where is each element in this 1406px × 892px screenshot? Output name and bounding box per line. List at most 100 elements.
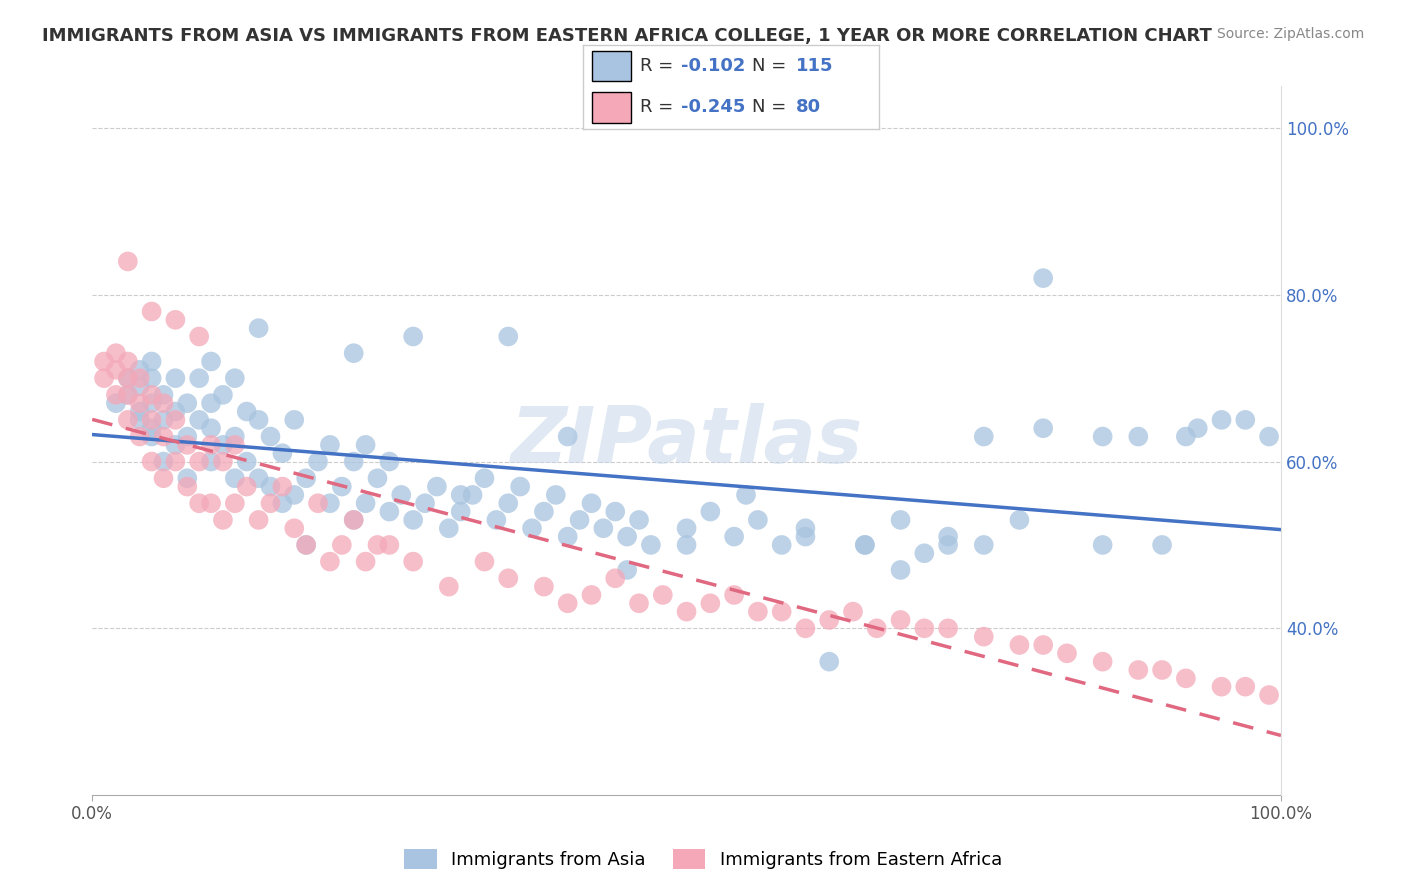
Point xyxy=(200,354,222,368)
Point xyxy=(450,488,472,502)
Point xyxy=(283,488,305,502)
Point xyxy=(557,596,579,610)
Point xyxy=(141,396,163,410)
Point xyxy=(128,379,150,393)
Point xyxy=(402,555,425,569)
Point xyxy=(616,530,638,544)
Point xyxy=(128,396,150,410)
Point xyxy=(794,521,817,535)
Point xyxy=(1152,538,1174,552)
Point xyxy=(188,454,211,468)
Point xyxy=(474,555,496,569)
Point xyxy=(853,538,876,552)
Point xyxy=(165,404,187,418)
Point xyxy=(912,546,935,560)
Point xyxy=(1174,671,1197,685)
Point xyxy=(152,413,174,427)
Point xyxy=(200,496,222,510)
Point xyxy=(557,429,579,443)
Point xyxy=(1234,413,1257,427)
Point xyxy=(343,346,366,360)
Point xyxy=(605,571,627,585)
Point xyxy=(271,446,294,460)
Point xyxy=(188,371,211,385)
Point xyxy=(747,513,769,527)
Text: R =: R = xyxy=(640,98,679,116)
Point xyxy=(224,429,246,443)
Point xyxy=(224,371,246,385)
Point xyxy=(581,496,603,510)
Point xyxy=(723,588,745,602)
Point xyxy=(770,538,793,552)
Point xyxy=(141,304,163,318)
Point xyxy=(366,538,388,552)
Point xyxy=(366,471,388,485)
Point xyxy=(152,388,174,402)
Point xyxy=(675,521,697,535)
Point xyxy=(378,538,401,552)
Point xyxy=(1091,655,1114,669)
Point xyxy=(283,413,305,427)
Point xyxy=(117,371,139,385)
Point xyxy=(104,363,127,377)
Text: Source: ZipAtlas.com: Source: ZipAtlas.com xyxy=(1216,27,1364,41)
Point xyxy=(461,488,484,502)
Point xyxy=(176,396,198,410)
Point xyxy=(141,454,163,468)
Point xyxy=(165,371,187,385)
Point xyxy=(675,538,697,552)
Point xyxy=(1128,663,1150,677)
Text: N =: N = xyxy=(752,57,792,75)
Point xyxy=(152,429,174,443)
Point xyxy=(1091,429,1114,443)
Point xyxy=(794,530,817,544)
Point xyxy=(212,388,235,402)
Point xyxy=(354,555,377,569)
Point xyxy=(973,630,995,644)
Point xyxy=(1211,680,1233,694)
Point xyxy=(1008,513,1031,527)
Point xyxy=(1128,429,1150,443)
Point xyxy=(141,421,163,435)
Point xyxy=(450,505,472,519)
Point xyxy=(307,496,329,510)
Point xyxy=(117,413,139,427)
Point xyxy=(128,404,150,418)
Point xyxy=(117,354,139,368)
Point xyxy=(128,363,150,377)
Point xyxy=(141,413,163,427)
Point xyxy=(770,605,793,619)
Point xyxy=(389,488,412,502)
Point xyxy=(818,613,841,627)
Point xyxy=(413,496,436,510)
Point xyxy=(271,479,294,493)
Point xyxy=(605,505,627,519)
Point xyxy=(141,371,163,385)
Point xyxy=(165,454,187,468)
Point xyxy=(247,513,270,527)
Point xyxy=(437,580,460,594)
Point xyxy=(117,254,139,268)
Point xyxy=(533,505,555,519)
Point xyxy=(295,538,318,552)
Point xyxy=(188,329,211,343)
Point xyxy=(247,471,270,485)
Point xyxy=(699,596,721,610)
Point xyxy=(581,588,603,602)
Point xyxy=(474,471,496,485)
Point xyxy=(235,479,257,493)
Point xyxy=(1032,421,1054,435)
Point xyxy=(1056,646,1078,660)
Point xyxy=(627,513,650,527)
Point xyxy=(235,404,257,418)
Point xyxy=(117,371,139,385)
Point xyxy=(247,321,270,335)
Point xyxy=(141,429,163,443)
Point xyxy=(93,371,115,385)
Text: ZIPatlas: ZIPatlas xyxy=(510,402,863,479)
Point xyxy=(402,513,425,527)
Point xyxy=(128,371,150,385)
Point xyxy=(973,538,995,552)
Point xyxy=(1032,638,1054,652)
Point xyxy=(496,571,519,585)
